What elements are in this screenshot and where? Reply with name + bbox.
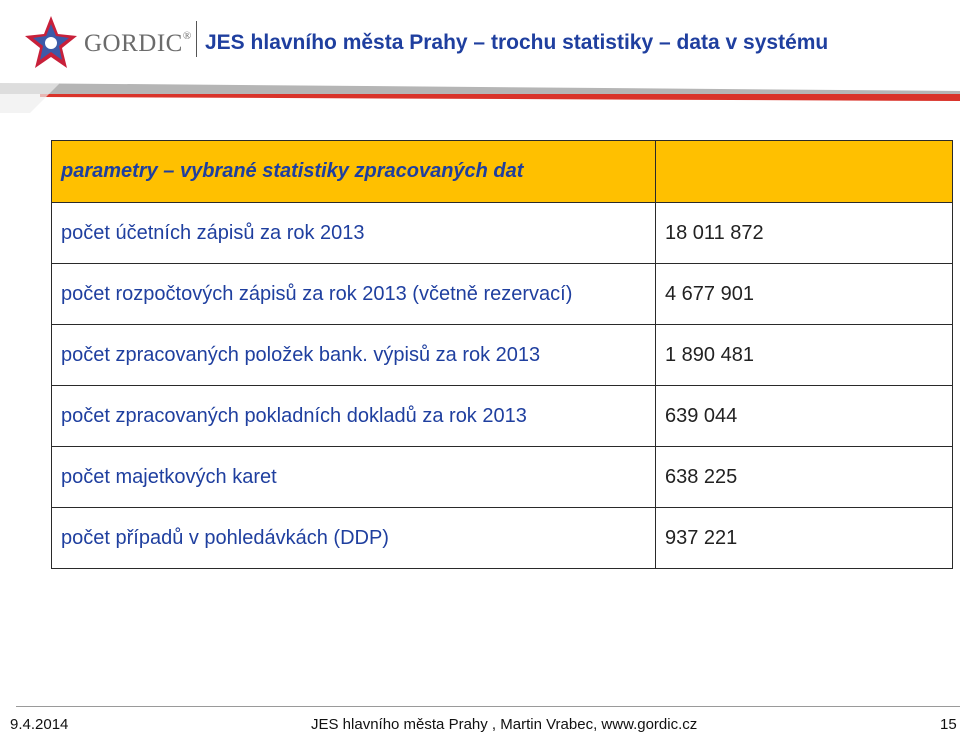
row-value: 1 890 481 [655,324,953,386]
gordic-logo-icon [25,16,77,68]
footer-divider [16,706,960,707]
row-label: počet zpracovaných položek bank. výpisů … [51,324,656,386]
table-row: počet účetních zápisů za rok 2013 18 011… [51,202,953,264]
gordic-logo: GORDIC® [22,14,207,76]
footer-text: JES hlavního města Prahy , Martin Vrabec… [311,716,698,733]
statistics-table: parametry – vybrané statistiky zpracovan… [51,140,953,569]
footer-date: 9.4.2014 [10,716,69,733]
row-label: počet účetních zápisů za rok 2013 [51,202,656,264]
table-header-row: parametry – vybrané statistiky zpracovan… [51,140,953,203]
row-value: 18 011 872 [655,202,953,264]
slide-title: JES hlavního města Prahy – trochu statis… [205,31,829,54]
table-heading-value [655,140,953,203]
table-row: počet rozpočtových zápisů za rok 2013 (v… [51,263,953,325]
title-separator [196,21,197,57]
table-row: počet zpracovaných položek bank. výpisů … [51,324,953,386]
logo-wordmark: GORDIC® [84,30,192,58]
logo-wordmark-text: GORDIC [84,30,183,57]
row-value: 638 225 [655,446,953,508]
table-heading: parametry – vybrané statistiky zpracovan… [51,140,656,203]
logo-registered-mark: ® [182,30,192,42]
row-label: počet rozpočtových zápisů za rok 2013 (v… [51,263,656,325]
row-value: 937 221 [655,507,953,569]
table-row: počet zpracovaných pokladních dokladů za… [51,385,953,447]
table-row: počet případů v pohledávkách (DDP) 937 2… [51,507,953,569]
header-bar [0,83,960,113]
table-row: počet majetkových karet 638 225 [51,446,953,508]
row-value: 4 677 901 [655,263,953,325]
row-label: počet majetkových karet [51,446,656,508]
row-label: počet zpracovaných pokladních dokladů za… [51,385,656,447]
row-value: 639 044 [655,385,953,447]
page-number: 15 [940,716,957,733]
row-label: počet případů v pohledávkách (DDP) [51,507,656,569]
